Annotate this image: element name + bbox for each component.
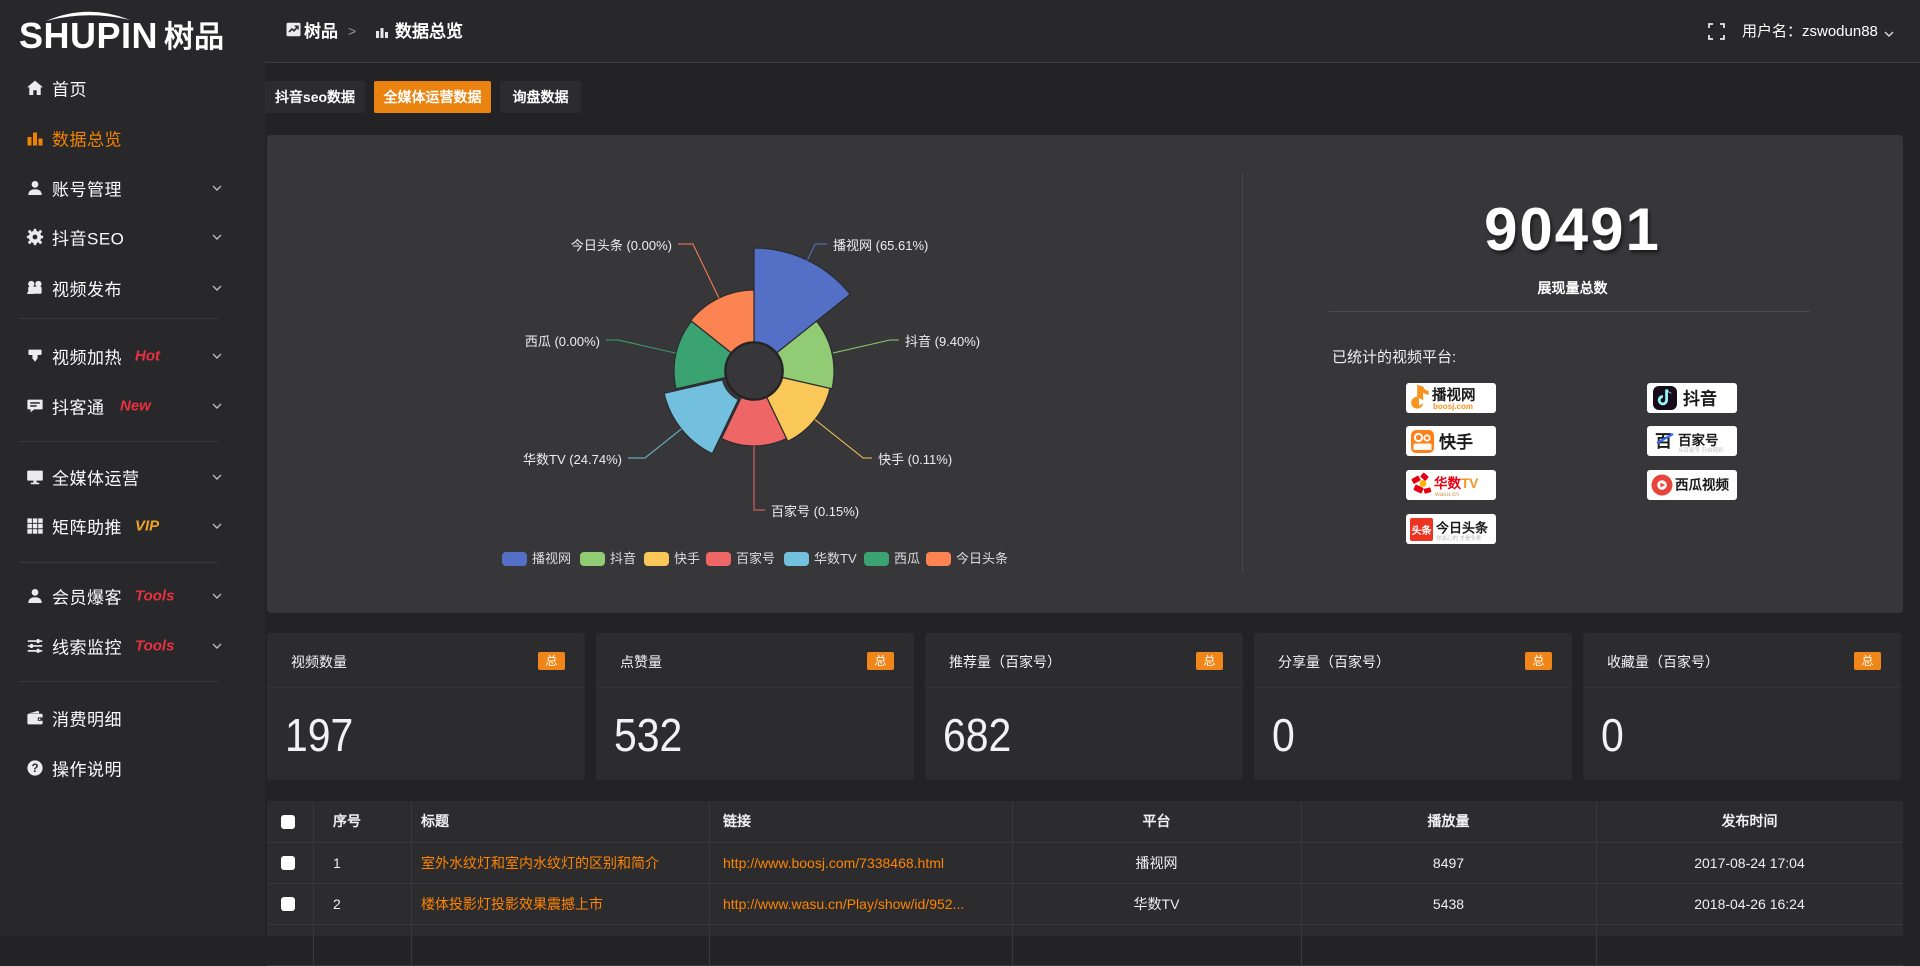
svg-text:树品: 树品	[164, 21, 224, 54]
svg-text:抖音: 抖音	[1683, 389, 1717, 409]
svg-text:?: ?	[31, 763, 38, 775]
svg-text:头条: 头条	[1412, 524, 1433, 537]
svg-text:西瓜视频: 西瓜视频	[1675, 477, 1729, 493]
svg-text:wasu.cn: wasu.cn	[1434, 491, 1459, 498]
svg-text:boosj.com: boosj.com	[1433, 402, 1473, 411]
svg-text:你关心的 才是头条: 你关心的 才是头条	[1436, 534, 1482, 542]
svg-text:SHUPIN: SHUPIN	[19, 15, 158, 56]
svg-text:快手: 快手	[1439, 432, 1473, 452]
svg-text:百家号: 百家号	[1678, 432, 1719, 448]
svg-text:从百家号 开启精彩: 从百家号 开启精彩	[1678, 446, 1724, 454]
svg-text:华数TV: 华数TV	[1434, 475, 1478, 491]
svg-text:今日头条: 今日头条	[1435, 521, 1489, 536]
svg-text:播视网: 播视网	[1432, 386, 1476, 404]
